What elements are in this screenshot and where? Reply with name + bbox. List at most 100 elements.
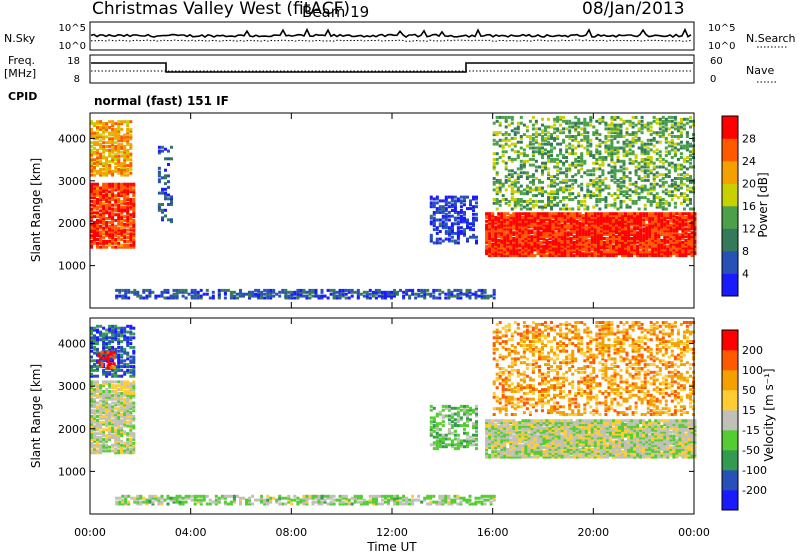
power-data-cell bbox=[475, 205, 478, 209]
power-data-cell bbox=[663, 225, 667, 229]
power-data-cell bbox=[506, 248, 510, 252]
power-data-cell bbox=[223, 290, 227, 294]
power-data-cell bbox=[491, 238, 495, 242]
power-data-cell bbox=[599, 216, 603, 219]
power-data-cell bbox=[554, 225, 558, 229]
power-data-cell bbox=[608, 250, 612, 254]
power-data-cell bbox=[580, 133, 584, 137]
power-data-cell bbox=[120, 194, 124, 198]
power-data-cell bbox=[117, 188, 121, 192]
power-data-cell bbox=[678, 225, 682, 229]
power-data-cell bbox=[657, 254, 661, 258]
power-data-cell bbox=[607, 163, 611, 167]
power-data-cell bbox=[509, 246, 513, 250]
velocity-data-cell bbox=[114, 430, 118, 434]
power-data-cell bbox=[556, 182, 560, 186]
power-data-cell bbox=[516, 203, 520, 207]
power-data-cell bbox=[657, 212, 661, 216]
power-data-cell bbox=[383, 296, 387, 300]
power-data-cell bbox=[485, 233, 489, 237]
power-data-cell bbox=[640, 157, 644, 161]
power-data-cell bbox=[586, 152, 590, 156]
power-data-cell bbox=[444, 207, 448, 211]
power-data-cell bbox=[628, 194, 632, 198]
power-data-cell bbox=[682, 196, 686, 200]
power-data-cell bbox=[513, 184, 517, 188]
power-data-cell bbox=[554, 242, 558, 246]
power-data-cell bbox=[257, 296, 261, 300]
power-data-cell bbox=[164, 187, 167, 191]
power-data-cell bbox=[93, 131, 96, 135]
power-data-cell bbox=[612, 231, 615, 235]
power-data-cell bbox=[693, 235, 697, 239]
power-data-cell bbox=[541, 129, 544, 133]
power-data-cell bbox=[120, 243, 124, 247]
power-data-cell bbox=[99, 194, 103, 198]
power-data-cell bbox=[114, 135, 118, 139]
power-data-cell bbox=[590, 217, 594, 221]
power-data-cell bbox=[507, 156, 511, 159]
velocity-data-cell bbox=[90, 391, 93, 395]
power-data-cell bbox=[320, 288, 324, 292]
power-data-cell bbox=[556, 192, 560, 196]
power-data-cell bbox=[423, 294, 427, 298]
velocity-data-cell bbox=[111, 428, 115, 432]
power-data-cell bbox=[503, 246, 507, 250]
power-data-cell bbox=[90, 158, 93, 162]
power-data-cell bbox=[521, 250, 525, 254]
power-data-cell bbox=[675, 246, 679, 250]
power-data-cell bbox=[123, 184, 127, 188]
velocity-data-cell bbox=[93, 365, 96, 369]
power-data-cell bbox=[628, 171, 632, 175]
power-data-cell bbox=[528, 207, 532, 211]
power-data-cell bbox=[544, 136, 547, 140]
power-data-cell bbox=[148, 288, 152, 292]
power-data-cell bbox=[648, 252, 652, 256]
power-data-cell bbox=[605, 221, 609, 225]
power-data-cell bbox=[161, 216, 164, 220]
power-data-cell bbox=[518, 212, 522, 216]
velocity-data-cell bbox=[99, 443, 103, 447]
power-data-cell bbox=[596, 219, 600, 223]
power-colorbar-tick-label: 8 bbox=[742, 245, 749, 258]
power-data-cell bbox=[672, 252, 676, 256]
power-data-cell bbox=[587, 219, 591, 223]
power-data-cell bbox=[516, 180, 520, 184]
power-data-cell bbox=[634, 159, 638, 163]
power-data-cell bbox=[618, 223, 621, 227]
velocity-data-cell bbox=[117, 432, 121, 436]
velocity-data-cell bbox=[114, 380, 118, 384]
power-data-cell bbox=[522, 205, 526, 209]
power-data-cell bbox=[341, 292, 345, 296]
power-data-cell bbox=[672, 240, 676, 244]
power-data-cell bbox=[628, 188, 632, 192]
power-data-cell bbox=[655, 171, 659, 175]
power-data-cell bbox=[693, 248, 697, 252]
power-data-cell bbox=[472, 235, 475, 239]
power-data-cell bbox=[547, 135, 550, 138]
power-data-cell bbox=[441, 210, 445, 214]
power-data-cell bbox=[569, 231, 573, 235]
power-data-cell bbox=[102, 239, 106, 243]
power-data-cell bbox=[612, 246, 615, 250]
power-data-cell bbox=[362, 290, 366, 294]
power-data-cell bbox=[645, 235, 649, 239]
power-data-cell bbox=[598, 163, 602, 167]
power-data-cell bbox=[96, 220, 99, 224]
power-data-cell bbox=[593, 237, 597, 240]
power-data-cell bbox=[497, 240, 501, 244]
power-data-cell bbox=[541, 207, 544, 211]
power-data-cell bbox=[560, 219, 564, 223]
power-data-cell bbox=[672, 219, 676, 223]
power-data-cell bbox=[673, 146, 677, 150]
power-data-cell bbox=[572, 217, 576, 221]
power-data-cell bbox=[657, 250, 661, 254]
velocity-data-cell bbox=[108, 395, 112, 399]
power-data-cell bbox=[681, 248, 685, 252]
power-data-cell bbox=[509, 238, 513, 242]
power-data-cell bbox=[568, 167, 572, 171]
power-data-cell bbox=[417, 292, 421, 296]
power-data-cell bbox=[510, 207, 514, 211]
velocity-data-cell bbox=[99, 426, 103, 430]
